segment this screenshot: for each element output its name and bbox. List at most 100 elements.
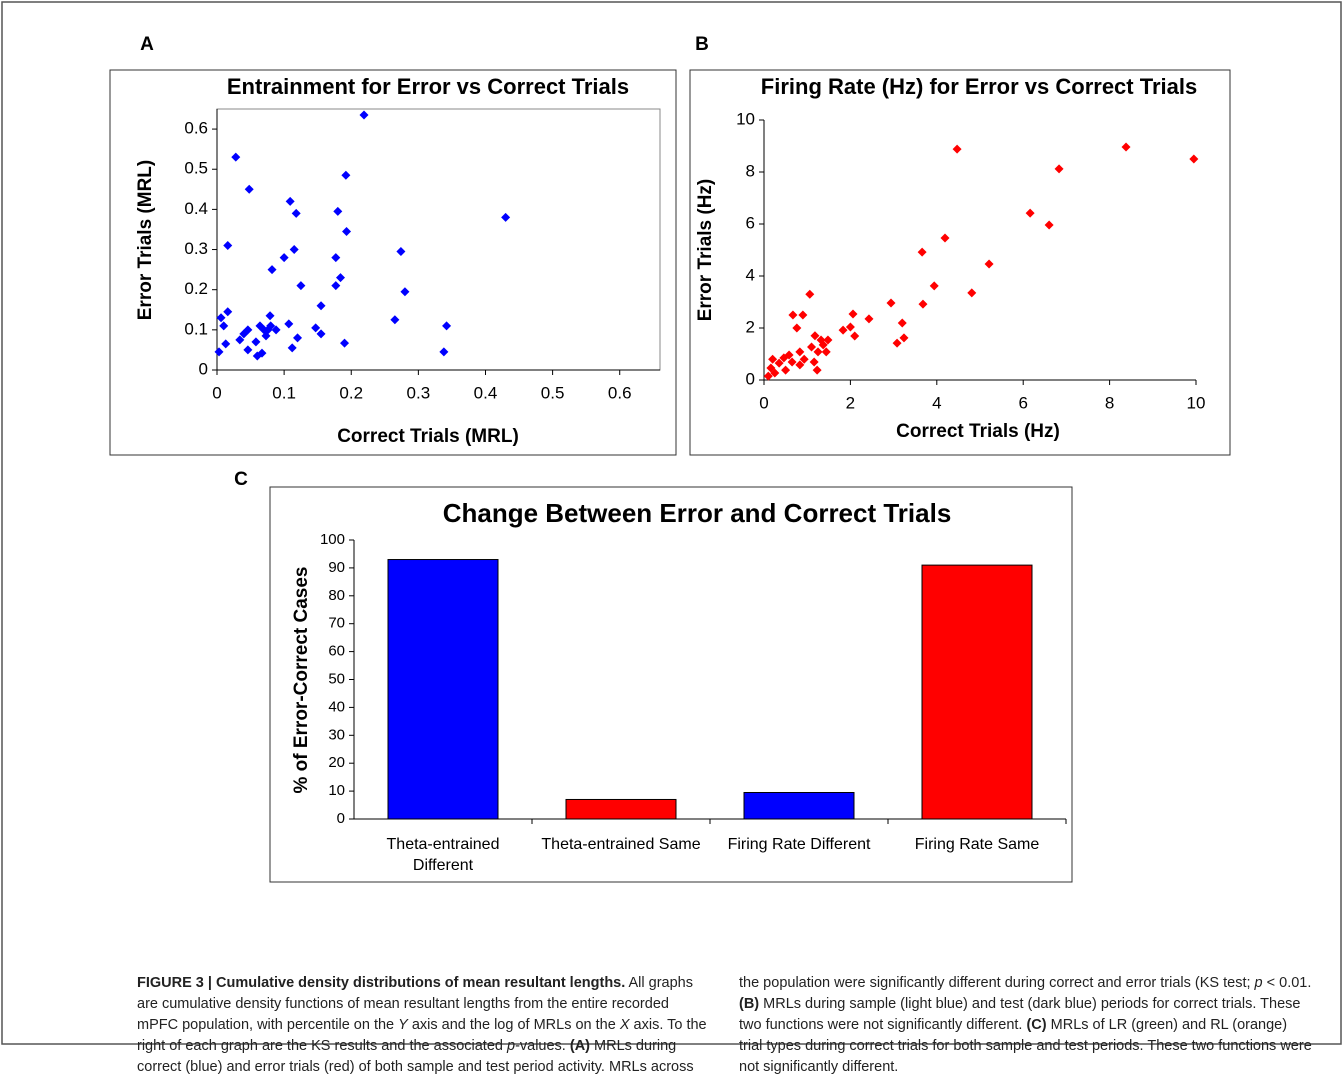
y-tick-label: 10 bbox=[736, 109, 755, 128]
scatter-point bbox=[293, 333, 303, 343]
caption-text: MRLs during sample (light blue) and test… bbox=[739, 996, 1301, 1033]
scatter-point bbox=[1054, 164, 1064, 174]
y-tick-label: 0 bbox=[746, 369, 755, 388]
scatter-point bbox=[1121, 142, 1131, 152]
x-tick-label: 0.4 bbox=[474, 383, 498, 402]
scatter-point bbox=[805, 289, 815, 299]
scatter-point bbox=[439, 347, 449, 357]
x-axis-label: Correct Trials (Hz) bbox=[896, 421, 1060, 442]
caption-text: -values. bbox=[515, 1038, 570, 1054]
x-tick-label: 0.1 bbox=[272, 383, 296, 402]
x-tick-label: 0.5 bbox=[541, 383, 565, 402]
scatter-point bbox=[231, 152, 241, 162]
scatter-point bbox=[781, 365, 791, 375]
scatter-point bbox=[799, 354, 809, 364]
scatter-point bbox=[952, 144, 962, 154]
caption-text: (A) bbox=[569, 1038, 591, 1054]
figure: A Entrainment for Error vs Correct Trials… bbox=[1, 1, 1342, 1045]
scatter-point bbox=[763, 371, 773, 381]
y-tick-label: 0.2 bbox=[184, 279, 208, 298]
scatter-point bbox=[940, 233, 950, 243]
scatter-point bbox=[296, 281, 306, 291]
y-tick-label: 2 bbox=[746, 317, 755, 336]
caption-text: X bbox=[619, 1017, 630, 1033]
y-tick-label: 50 bbox=[328, 670, 345, 687]
x-tick-label: 0.2 bbox=[339, 383, 363, 402]
caption-text: (B) bbox=[739, 996, 760, 1012]
scatter-point bbox=[279, 253, 289, 263]
scatter-point bbox=[243, 345, 253, 355]
scatter-point bbox=[929, 281, 939, 291]
scatter-point bbox=[223, 241, 233, 251]
caption-text: FIGURE 3 | Cumulative density distributi… bbox=[137, 975, 626, 991]
bar bbox=[565, 798, 677, 820]
scatter-point bbox=[864, 314, 874, 324]
scatter-point bbox=[810, 331, 820, 341]
caption-text: (C) bbox=[1026, 1017, 1047, 1033]
y-tick-label: 90 bbox=[328, 559, 345, 576]
scatter-point bbox=[809, 357, 819, 367]
scatter-point bbox=[823, 335, 833, 345]
y-tick-label: 0.6 bbox=[184, 119, 208, 138]
scatter-point bbox=[341, 170, 351, 180]
x-tick-label: 4 bbox=[932, 393, 941, 412]
scatter-point bbox=[768, 354, 778, 364]
scatter-point bbox=[289, 245, 299, 255]
bar bbox=[921, 564, 1033, 820]
scatter-point bbox=[897, 318, 907, 328]
scatter-point bbox=[886, 298, 896, 308]
scatter-point bbox=[798, 310, 808, 320]
bar bbox=[743, 791, 855, 820]
scatter-point bbox=[223, 307, 233, 317]
y-tick-label: 20 bbox=[328, 754, 345, 771]
x-axis-label: Correct Trials (MRL) bbox=[337, 426, 519, 447]
chart-title: Firing Rate (Hz) for Error vs Correct Tr… bbox=[761, 74, 1197, 99]
scatter-point bbox=[265, 311, 275, 321]
y-axis-label: Error Trials (MRL) bbox=[135, 160, 156, 320]
caption-text: p bbox=[506, 1038, 516, 1054]
scatter-point bbox=[235, 335, 245, 345]
scatter-point bbox=[917, 247, 927, 257]
scatter-point bbox=[219, 321, 229, 331]
scatter-point bbox=[967, 288, 977, 298]
scatter-point bbox=[845, 322, 855, 332]
chart-border bbox=[269, 486, 1073, 883]
scatter-point bbox=[251, 337, 261, 347]
scatter-point bbox=[984, 259, 994, 269]
y-tick-label: 60 bbox=[328, 643, 345, 660]
y-tick-label: 30 bbox=[328, 726, 345, 743]
scatter-point bbox=[216, 313, 226, 323]
scatter-point bbox=[221, 339, 231, 349]
scatter-point bbox=[501, 212, 511, 222]
caption-text: Y bbox=[398, 1017, 408, 1033]
chart-border bbox=[689, 69, 1231, 456]
scatter-point bbox=[244, 184, 254, 194]
chart-border bbox=[109, 69, 677, 456]
scatter-point bbox=[316, 301, 326, 311]
scatter-point bbox=[340, 338, 350, 348]
y-tick-label: 0.4 bbox=[184, 199, 208, 218]
scatter-point bbox=[396, 247, 406, 257]
x-tick-label: 10 bbox=[1187, 393, 1206, 412]
scatter-point bbox=[807, 342, 817, 352]
scatter-point bbox=[342, 226, 352, 236]
figure-border bbox=[1, 1, 1342, 1045]
x-tick-label: 0 bbox=[212, 383, 221, 402]
scatter-point bbox=[284, 319, 294, 329]
scatter-point bbox=[795, 360, 805, 370]
scatter-point bbox=[266, 321, 276, 331]
scatter-point bbox=[336, 273, 346, 283]
scatter-point bbox=[331, 253, 341, 263]
caption-text: axis and the log of MRLs on the bbox=[407, 1017, 620, 1033]
x-tick-label: 6 bbox=[1018, 393, 1027, 412]
scatter-point bbox=[899, 333, 909, 343]
y-tick-label: 0 bbox=[337, 810, 345, 827]
y-tick-label: 40 bbox=[328, 698, 345, 715]
scatter-point bbox=[257, 348, 267, 358]
panel-label: B bbox=[695, 34, 709, 55]
y-tick-label: 70 bbox=[328, 615, 345, 632]
scatter-point bbox=[813, 347, 823, 357]
y-tick-label: 4 bbox=[746, 265, 755, 284]
y-axis-label: % of Error-Correct Cases bbox=[291, 566, 312, 793]
